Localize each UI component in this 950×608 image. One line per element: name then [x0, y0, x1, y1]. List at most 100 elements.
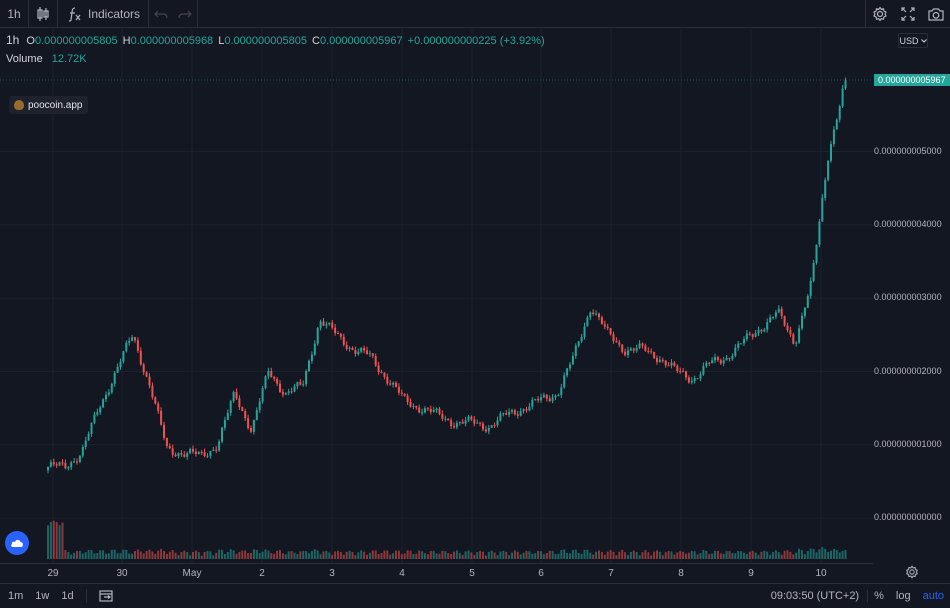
volume-bar [473, 554, 476, 559]
indicators-button[interactable]: Indicators [58, 0, 148, 28]
candle-body [766, 322, 769, 330]
candle-body [493, 425, 496, 427]
candle-body [354, 350, 357, 354]
candle-body [105, 394, 107, 400]
date-range-icon[interactable] [98, 589, 113, 602]
candle-body [148, 376, 151, 386]
log-scale-button[interactable]: log [895, 590, 911, 602]
volume-bar [134, 551, 136, 559]
volume-bar [664, 552, 667, 559]
time-label: 29 [47, 568, 59, 579]
candle-body [519, 411, 522, 416]
candle-body [592, 312, 595, 315]
ohlc-legend: 1h O0.000000005805 H0.000000005968 L0.00… [6, 33, 547, 47]
candle-body [339, 333, 342, 337]
scale-settings-icon[interactable] [905, 565, 919, 579]
candle-body [55, 464, 58, 466]
volume-bar [261, 551, 264, 559]
volume-bar [105, 553, 107, 559]
candle-body [96, 412, 99, 415]
candle-body [348, 347, 351, 349]
percent-scale-button[interactable]: % [874, 590, 884, 602]
volume-bar [748, 551, 751, 559]
volume-bar [76, 550, 78, 559]
volume-bar [351, 551, 354, 559]
tradingview-logo-icon[interactable] [5, 531, 29, 555]
candle-body [682, 371, 685, 373]
volume-bar [357, 552, 360, 559]
candle-body [113, 372, 116, 384]
volume-bar [200, 555, 203, 559]
candle-body [189, 449, 192, 454]
interval-button[interactable]: 1h [7, 6, 21, 21]
candle-body [261, 388, 264, 402]
volume-bar [258, 552, 261, 559]
candle-body [801, 315, 803, 329]
indicators-label: Indicators [88, 6, 141, 21]
candle-body [84, 440, 87, 447]
candle-body [516, 414, 519, 416]
clock[interactable]: 09:03:50 (UTC+2) [771, 590, 869, 602]
candle-body [673, 362, 676, 366]
candle-body [716, 357, 719, 361]
range-1m-button[interactable]: 1m [8, 589, 24, 602]
volume-bar [229, 549, 232, 559]
undo-button[interactable] [149, 0, 173, 28]
candle-body [90, 422, 93, 434]
volume-bar [157, 550, 160, 559]
volume-bar [415, 553, 418, 559]
volume-value: 12.72K [51, 53, 87, 65]
candle-body [696, 378, 699, 380]
price-label: 0.000000005000 [874, 146, 942, 156]
auto-scale-button[interactable]: auto [922, 590, 944, 602]
range-1w-button[interactable]: 1w [35, 589, 50, 602]
candle-body [61, 462, 64, 464]
candle-body [290, 391, 293, 393]
volume-bar [783, 550, 786, 559]
settings-button[interactable] [866, 0, 894, 28]
candle-body [70, 462, 73, 468]
volume-bar [476, 552, 479, 559]
candle-body [81, 446, 84, 456]
volume-bar [279, 549, 281, 559]
volume-bar [786, 550, 789, 559]
time-axis[interactable]: 29 30 May 2 3 4 5 6 7 8 9 10 [0, 563, 873, 584]
volume-bar [232, 550, 235, 559]
volume-bar [424, 553, 426, 559]
chart-type-button[interactable] [29, 0, 57, 28]
candle-body [748, 333, 751, 335]
currency-selector[interactable]: USD [898, 33, 928, 48]
snapshot-button[interactable] [922, 0, 950, 28]
candle-body [250, 427, 252, 432]
volume-bar [511, 552, 513, 559]
candle-body [238, 398, 241, 408]
redo-button[interactable] [173, 0, 197, 28]
candle-body [424, 408, 426, 413]
volume-bar [177, 555, 180, 559]
candle-body [650, 351, 653, 353]
fullscreen-button[interactable] [894, 0, 922, 28]
candle-body [693, 378, 696, 381]
candle-body [319, 321, 322, 328]
volume-bar [824, 548, 827, 559]
candle-body [435, 408, 438, 411]
range-1d-button[interactable]: 1d [61, 589, 74, 602]
candle-body [574, 345, 577, 356]
volume-bar [247, 553, 250, 559]
volume-bar [789, 551, 792, 559]
candle-body [322, 321, 325, 326]
undo-icon [154, 10, 168, 18]
candle-body [577, 341, 580, 346]
candle-body [78, 455, 81, 462]
volume-bar [395, 550, 397, 559]
candle-body [598, 313, 600, 318]
volume-bar [458, 552, 461, 559]
candle-body [586, 317, 589, 327]
candle-body [548, 398, 551, 401]
candle-body [180, 453, 183, 455]
price-chart[interactable] [0, 29, 873, 563]
legend-low-key: L [218, 35, 225, 47]
candle-body [421, 412, 424, 414]
volume-bar [551, 550, 554, 559]
candle-body [734, 347, 737, 356]
